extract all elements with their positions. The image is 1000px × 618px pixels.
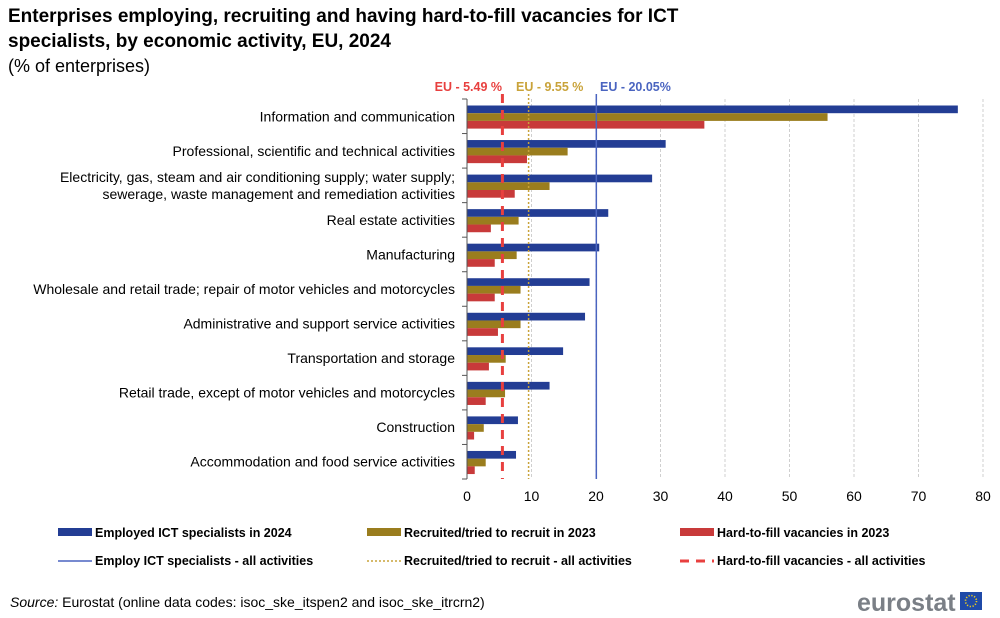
category-label: Manufacturing [366, 246, 455, 262]
bar-hard-to-fill [467, 431, 475, 440]
bar-recruited [467, 320, 521, 329]
bar-employed [467, 140, 666, 148]
eu-flag-icon [960, 592, 982, 610]
x-tick-label: 70 [911, 488, 927, 504]
category-label: Retail trade, except of motor vehicles a… [119, 385, 455, 401]
category-label: Information and communication [260, 108, 455, 124]
bar-hard-to-fill [467, 466, 475, 475]
bar-hard-to-fill [467, 362, 489, 371]
category-label: Professional, scientific and technical a… [173, 143, 455, 159]
bar-recruited [467, 113, 828, 121]
gridlines [531, 99, 984, 479]
eu-stars-icon [964, 594, 978, 608]
category-label: Administrative and support service activ… [183, 316, 455, 332]
bar-recruited [467, 147, 568, 156]
bar-recruited [467, 424, 484, 432]
legend-swatch-recruited [367, 528, 401, 536]
legend-label: Employed ICT specialists in 2024 [95, 526, 292, 540]
x-tick-label: 0 [463, 488, 471, 504]
bar-recruited [467, 251, 517, 260]
bar-hard-to-fill [467, 397, 486, 405]
bar-employed [467, 105, 958, 114]
reference-line-label: EU - 9.55 % [516, 80, 583, 94]
chart-title-line2: specialists, by economic activity, EU, 2… [8, 31, 391, 52]
category-label: Construction [376, 419, 455, 435]
bar-hard-to-fill [467, 293, 495, 302]
chart-title-line1: Enterprises employing, recruiting and ha… [8, 6, 679, 27]
eurostat-logo: eurostat [857, 589, 982, 617]
bar-hard-to-fill [467, 155, 527, 164]
bar-recruited [467, 285, 521, 294]
legend-label: Recruited/tried to recruit in 2023 [404, 526, 596, 540]
eurostat-wordmark: eurostat [857, 589, 956, 617]
bar-employed [467, 312, 586, 321]
bar-hard-to-fill [467, 328, 498, 336]
bar-recruited [467, 355, 506, 363]
category-label: sewerage, waste management and remediati… [102, 186, 455, 202]
category-label: Accommodation and food service activitie… [190, 454, 455, 470]
bar-recruited [467, 458, 486, 467]
reference-lines: EU - 20.05% EU - 9.55 % EU - 5.49 % [435, 80, 671, 479]
bar-employed [467, 174, 653, 183]
category-label: Real estate activities [327, 212, 455, 228]
legend-label: Hard-to-fill vacancies - all activities [717, 554, 925, 568]
x-tick-label: 30 [653, 488, 669, 504]
bars [467, 105, 958, 475]
bar-recruited [467, 389, 506, 398]
bar-recruited [467, 216, 519, 225]
legend-label: Recruited/tried to recruit - all activit… [404, 554, 632, 568]
legend: Employed ICT specialists in 2024 Recruite… [58, 526, 925, 568]
bar-hard-to-fill [467, 259, 495, 267]
legend-swatch-hard-to-fill [680, 528, 714, 536]
x-tick-label: 20 [588, 488, 604, 504]
legend-label: Employ ICT specialists - all activities [95, 554, 313, 568]
category-label: Transportation and storage [287, 350, 455, 366]
bar-hard-to-fill [467, 224, 491, 233]
bar-employed [467, 450, 517, 459]
legend-label: Hard-to-fill vacancies in 2023 [717, 526, 889, 540]
bar-employed [467, 381, 550, 390]
bar-recruited [467, 182, 550, 190]
source-note: Source: Eurostat (online data codes: iso… [10, 594, 485, 610]
bar-hard-to-fill [467, 120, 705, 129]
reference-line-label: EU - 5.49 % [435, 80, 502, 94]
legend-swatch-employed [58, 528, 92, 536]
x-tick-label: 80 [975, 488, 991, 504]
bar-employed [467, 243, 600, 252]
category-label: Electricity, gas, steam and air conditio… [60, 169, 455, 185]
bar-employed [467, 347, 564, 356]
source-text: Eurostat (online data codes: isoc_ske_it… [58, 594, 484, 610]
x-tick-label: 10 [524, 488, 540, 504]
bar-hard-to-fill [467, 189, 515, 198]
category-label: Wholesale and retail trade; repair of mo… [33, 281, 455, 297]
axes: 0 10 20 30 40 50 60 70 80 Information and communi… [33, 98, 991, 504]
bar-employed [467, 209, 609, 217]
chart-subtitle: (% of enterprises) [8, 56, 150, 76]
bar-employed [467, 416, 518, 425]
x-tick-label: 40 [717, 488, 733, 504]
x-tick-label: 50 [782, 488, 798, 504]
x-tick-label: 60 [846, 488, 862, 504]
reference-line-label: EU - 20.05% [600, 80, 671, 94]
source-prefix: Source: [10, 594, 58, 610]
